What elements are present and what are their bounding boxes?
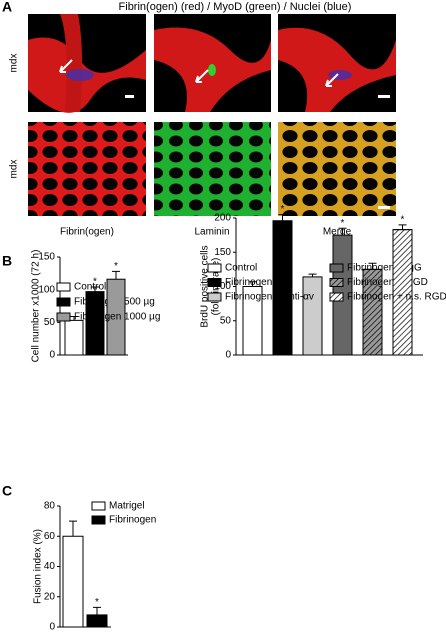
caption: Fibrin(ogen) [60,227,114,238]
error-bar [398,224,407,230]
micrograph-texture [154,122,271,216]
y-tick-label: 20 [44,591,56,602]
panel-title: Fibrin(ogen) (red) / MyoD (green) / Nucl… [119,1,352,13]
legend-swatch [56,297,71,307]
legend-swatch [207,263,222,273]
y-tick-label: 0 [49,350,55,361]
bar [62,535,84,628]
significance-marker: * [95,597,99,608]
scale-bar [378,206,390,209]
bar [302,276,323,356]
caption: Merge [323,227,352,238]
y-axis-label: Cell number x1000 (72 h) [31,250,42,363]
legend-swatch-hatch [329,278,344,287]
legend-label: Fibrinogen + n.s. RGD [347,292,446,303]
significance-marker: * [93,277,97,288]
error-bar [338,227,347,236]
micrograph [154,14,271,112]
bar [272,220,293,356]
bar [64,319,84,356]
error-bar [368,262,377,270]
y-tick-label: 80 [44,501,56,512]
error-bar [70,315,78,321]
panel-label: C [2,483,12,499]
legend-swatch [91,501,106,511]
significance-marker: * [401,214,405,225]
legend-swatch [91,515,106,525]
legend-label: Matrigel [109,501,145,512]
y-tick-label: 100 [214,281,231,292]
micrograph [28,14,146,113]
legend-label: Fibrinogen 1000 µg [74,312,160,323]
y-axis-label: Fusion index (%) [33,529,44,604]
y-tick-label: 60 [44,531,56,542]
row-label: mdx [9,160,20,179]
y-tick-label: 200 [214,213,231,224]
legend-swatch-hatch [329,292,344,302]
error-bar [69,520,77,537]
error-bar [248,281,257,287]
legend-label: Control [74,282,106,293]
y-tick-label: 100 [38,284,55,295]
legend-swatch [207,292,222,302]
legend-label: Control [225,263,257,274]
error-bar [112,270,120,280]
micrograph [278,14,396,112]
caption: Laminin [194,227,229,238]
panel-label: A [2,0,12,15]
y-tick-label: 50 [44,317,56,328]
legend-label: Fibrinogen [225,277,272,288]
legend-swatch [329,263,344,273]
significance-marker: * [341,218,345,229]
y-tick-label: 40 [44,561,56,572]
legend-label: Fibrinogen + IgG [347,263,422,274]
y-tick-label: 150 [38,252,55,263]
error-bar [91,286,99,292]
error-bar [278,214,287,221]
significance-marker: * [281,204,285,215]
significance-marker: * [114,261,118,272]
y-tick-label: 150 [214,247,231,258]
legend-label: Fibrinogen + anti-αv [225,292,314,303]
legend-label: Fibrinogen [109,515,156,526]
legend-label: Fibrinogen + RGD [347,277,428,288]
micrograph-texture [28,122,146,216]
panel-label: B [2,253,12,269]
row-label: mdx [9,54,20,73]
bar [86,614,108,628]
y-tick-label: 0 [49,622,55,630]
y-tick-label: 50 [220,315,232,326]
legend-swatch [207,278,222,287]
legend-swatch [56,282,71,292]
y-axis-label: BrdU positive cells [200,245,211,327]
y-tick-label: 0 [225,350,231,361]
micrograph-texture [278,122,396,216]
error-bar [93,606,101,615]
error-bar [308,273,317,277]
legend-swatch [56,312,71,322]
